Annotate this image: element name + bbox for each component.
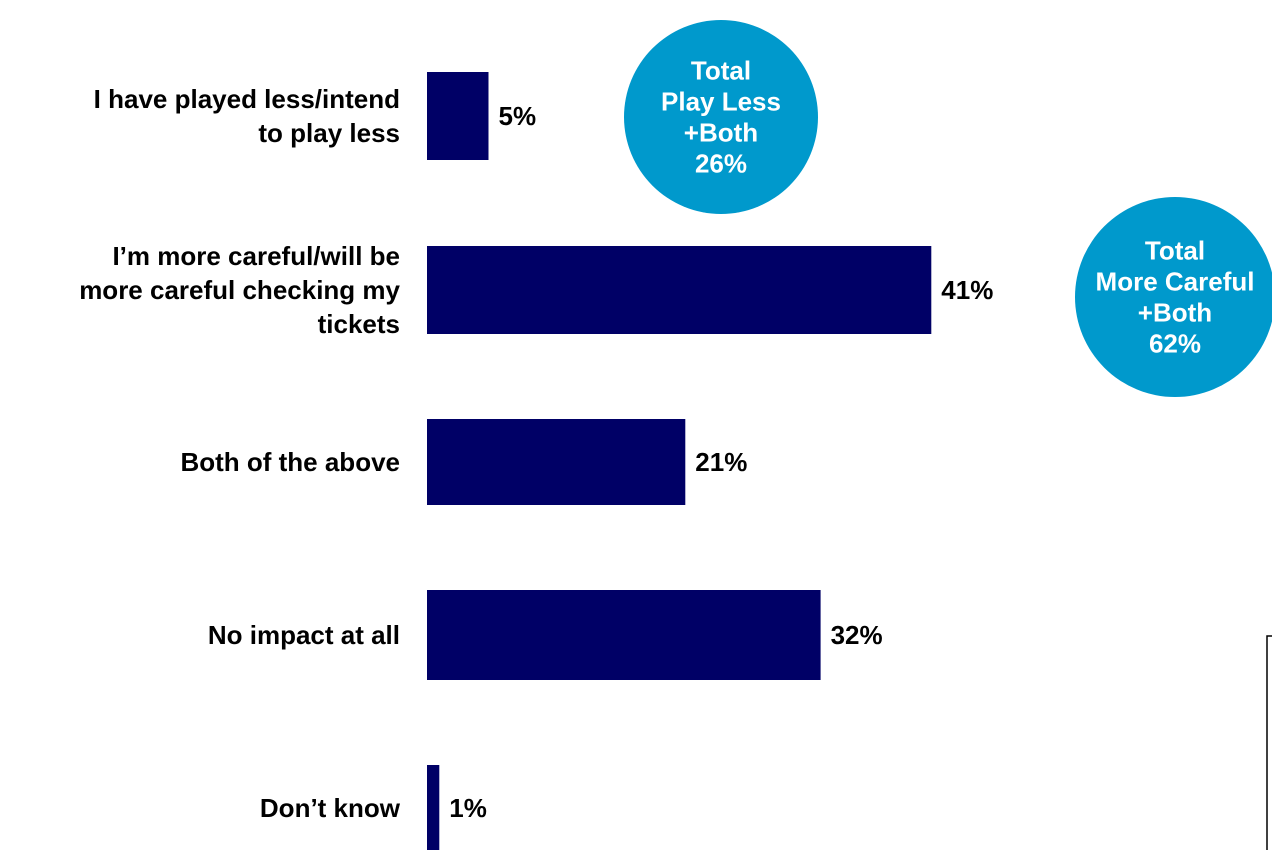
category-label-line: Don’t know [260,793,401,823]
bar-5 [427,765,440,850]
value-label-3: 21% [695,447,747,477]
frame-corner-decoration [1266,635,1272,850]
callout-text-line: More Careful [1096,267,1255,297]
callout-circle [624,20,818,214]
bar-1 [427,72,489,160]
value-label-4: 32% [831,620,883,650]
value-label-1: 5% [499,101,537,131]
callout-text-line: Play Less [661,87,781,117]
category-label-both-of-the-above: Both of the above [180,447,400,477]
category-labels: I have played less/intend to play less I’m… [79,84,401,823]
category-label-line: I have played less/intend [94,84,400,114]
category-label-im-more-careful-will-be-more-careful-checking-my-tickets: I’m more careful/will be more careful che… [79,241,400,339]
category-label-line: tickets [318,309,400,339]
callout-text-line: 62% [1149,329,1201,359]
value-label-5: 1% [449,793,487,823]
bar-3 [427,419,686,505]
category-label-i-have-played-less-intend-to-play-less: I have played less/intend to play less [94,84,400,148]
bar-4 [427,590,821,680]
callout-text-line: Total [1145,236,1205,266]
category-label-line: I’m more careful/will be [112,241,400,271]
callout-text-line: 26% [695,149,747,179]
category-label-line: to play less [258,118,400,148]
category-label-dont-know: Don’t know [260,793,401,823]
callout-text-line: +Both [684,118,758,148]
callout-text-line: +Both [1138,298,1212,328]
bar-2 [427,246,932,334]
category-label-no-impact-at-all: No impact at all [208,620,400,650]
value-label-2: 41% [941,275,993,305]
category-label-line: Both of the above [180,447,400,477]
category-label-line: No impact at all [208,620,400,650]
category-label-line: more careful checking my [79,275,400,305]
value-labels: 5% 41% 21% 32% 1% [449,101,993,823]
bars [427,72,932,850]
callout-circle [1075,197,1272,397]
callout-text-line: Total [691,56,751,86]
